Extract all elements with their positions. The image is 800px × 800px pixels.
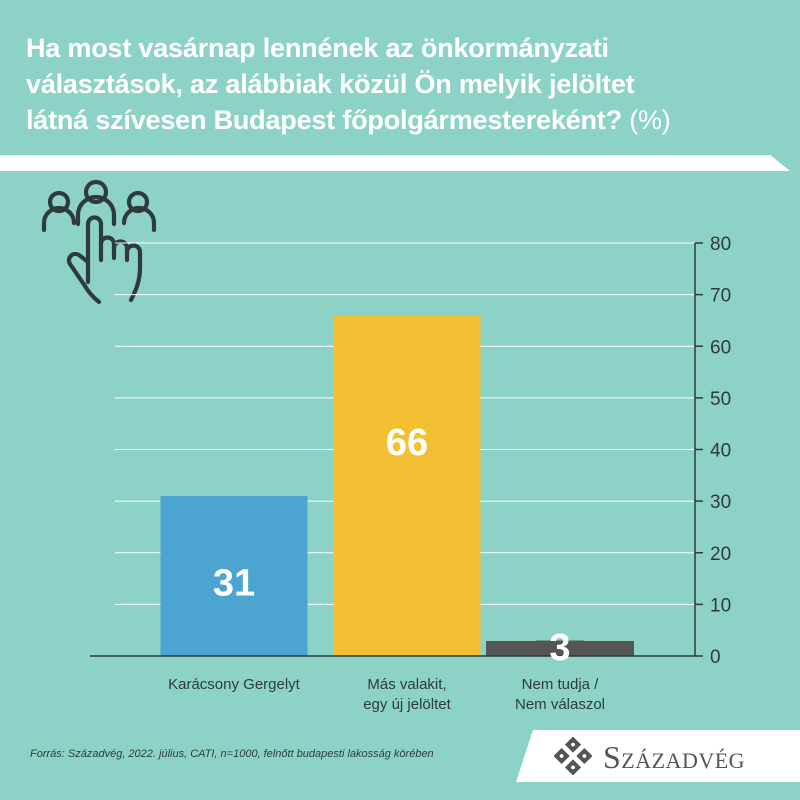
logo-emblem-icon bbox=[554, 737, 592, 775]
y-tick-label: 50 bbox=[710, 389, 731, 410]
category-label: Más valakit, bbox=[367, 676, 446, 693]
bar bbox=[333, 315, 481, 656]
y-tick-label: 60 bbox=[710, 337, 731, 358]
bar bbox=[160, 495, 308, 656]
bar-base bbox=[486, 641, 634, 656]
y-tick-label: 40 bbox=[710, 441, 731, 462]
logo-text: Századvég bbox=[603, 739, 746, 775]
y-tick-label: 80 bbox=[710, 234, 731, 255]
title-line: választások, az alábbiak közül Ön melyik… bbox=[26, 69, 635, 99]
bar-value-label: 3 bbox=[549, 627, 570, 669]
y-tick-label: 10 bbox=[710, 595, 731, 616]
title-line-text: látná szívesen Budapest főpolgármesterek… bbox=[26, 105, 622, 135]
title-unit: (%) bbox=[629, 105, 671, 135]
category-label: Nem válaszol bbox=[515, 696, 605, 713]
y-tick-label: 30 bbox=[710, 492, 731, 513]
y-tick-label: 20 bbox=[710, 544, 731, 565]
title-underline bbox=[0, 155, 790, 171]
bar-value-label: 66 bbox=[386, 422, 428, 464]
category-label: Nem tudja / bbox=[522, 676, 600, 693]
y-tick-label: 70 bbox=[710, 286, 731, 307]
chart-title: Ha most vasárnap lennének az önkormányza… bbox=[26, 30, 786, 138]
category-label: egy új jelöltet bbox=[363, 696, 451, 713]
y-tick-label: 0 bbox=[710, 647, 721, 668]
title-line: Ha most vasárnap lennének az önkormányza… bbox=[26, 33, 609, 63]
source-note: Forrás: Századvég, 2022. július, CATI, n… bbox=[30, 748, 434, 760]
bar-value-label: 31 bbox=[213, 563, 255, 605]
category-label: Karácsony Gergelyt bbox=[168, 676, 301, 693]
people-hand-pointer-icon bbox=[41, 179, 157, 305]
title-line: látná szívesen Budapest főpolgármesterek… bbox=[26, 102, 786, 138]
